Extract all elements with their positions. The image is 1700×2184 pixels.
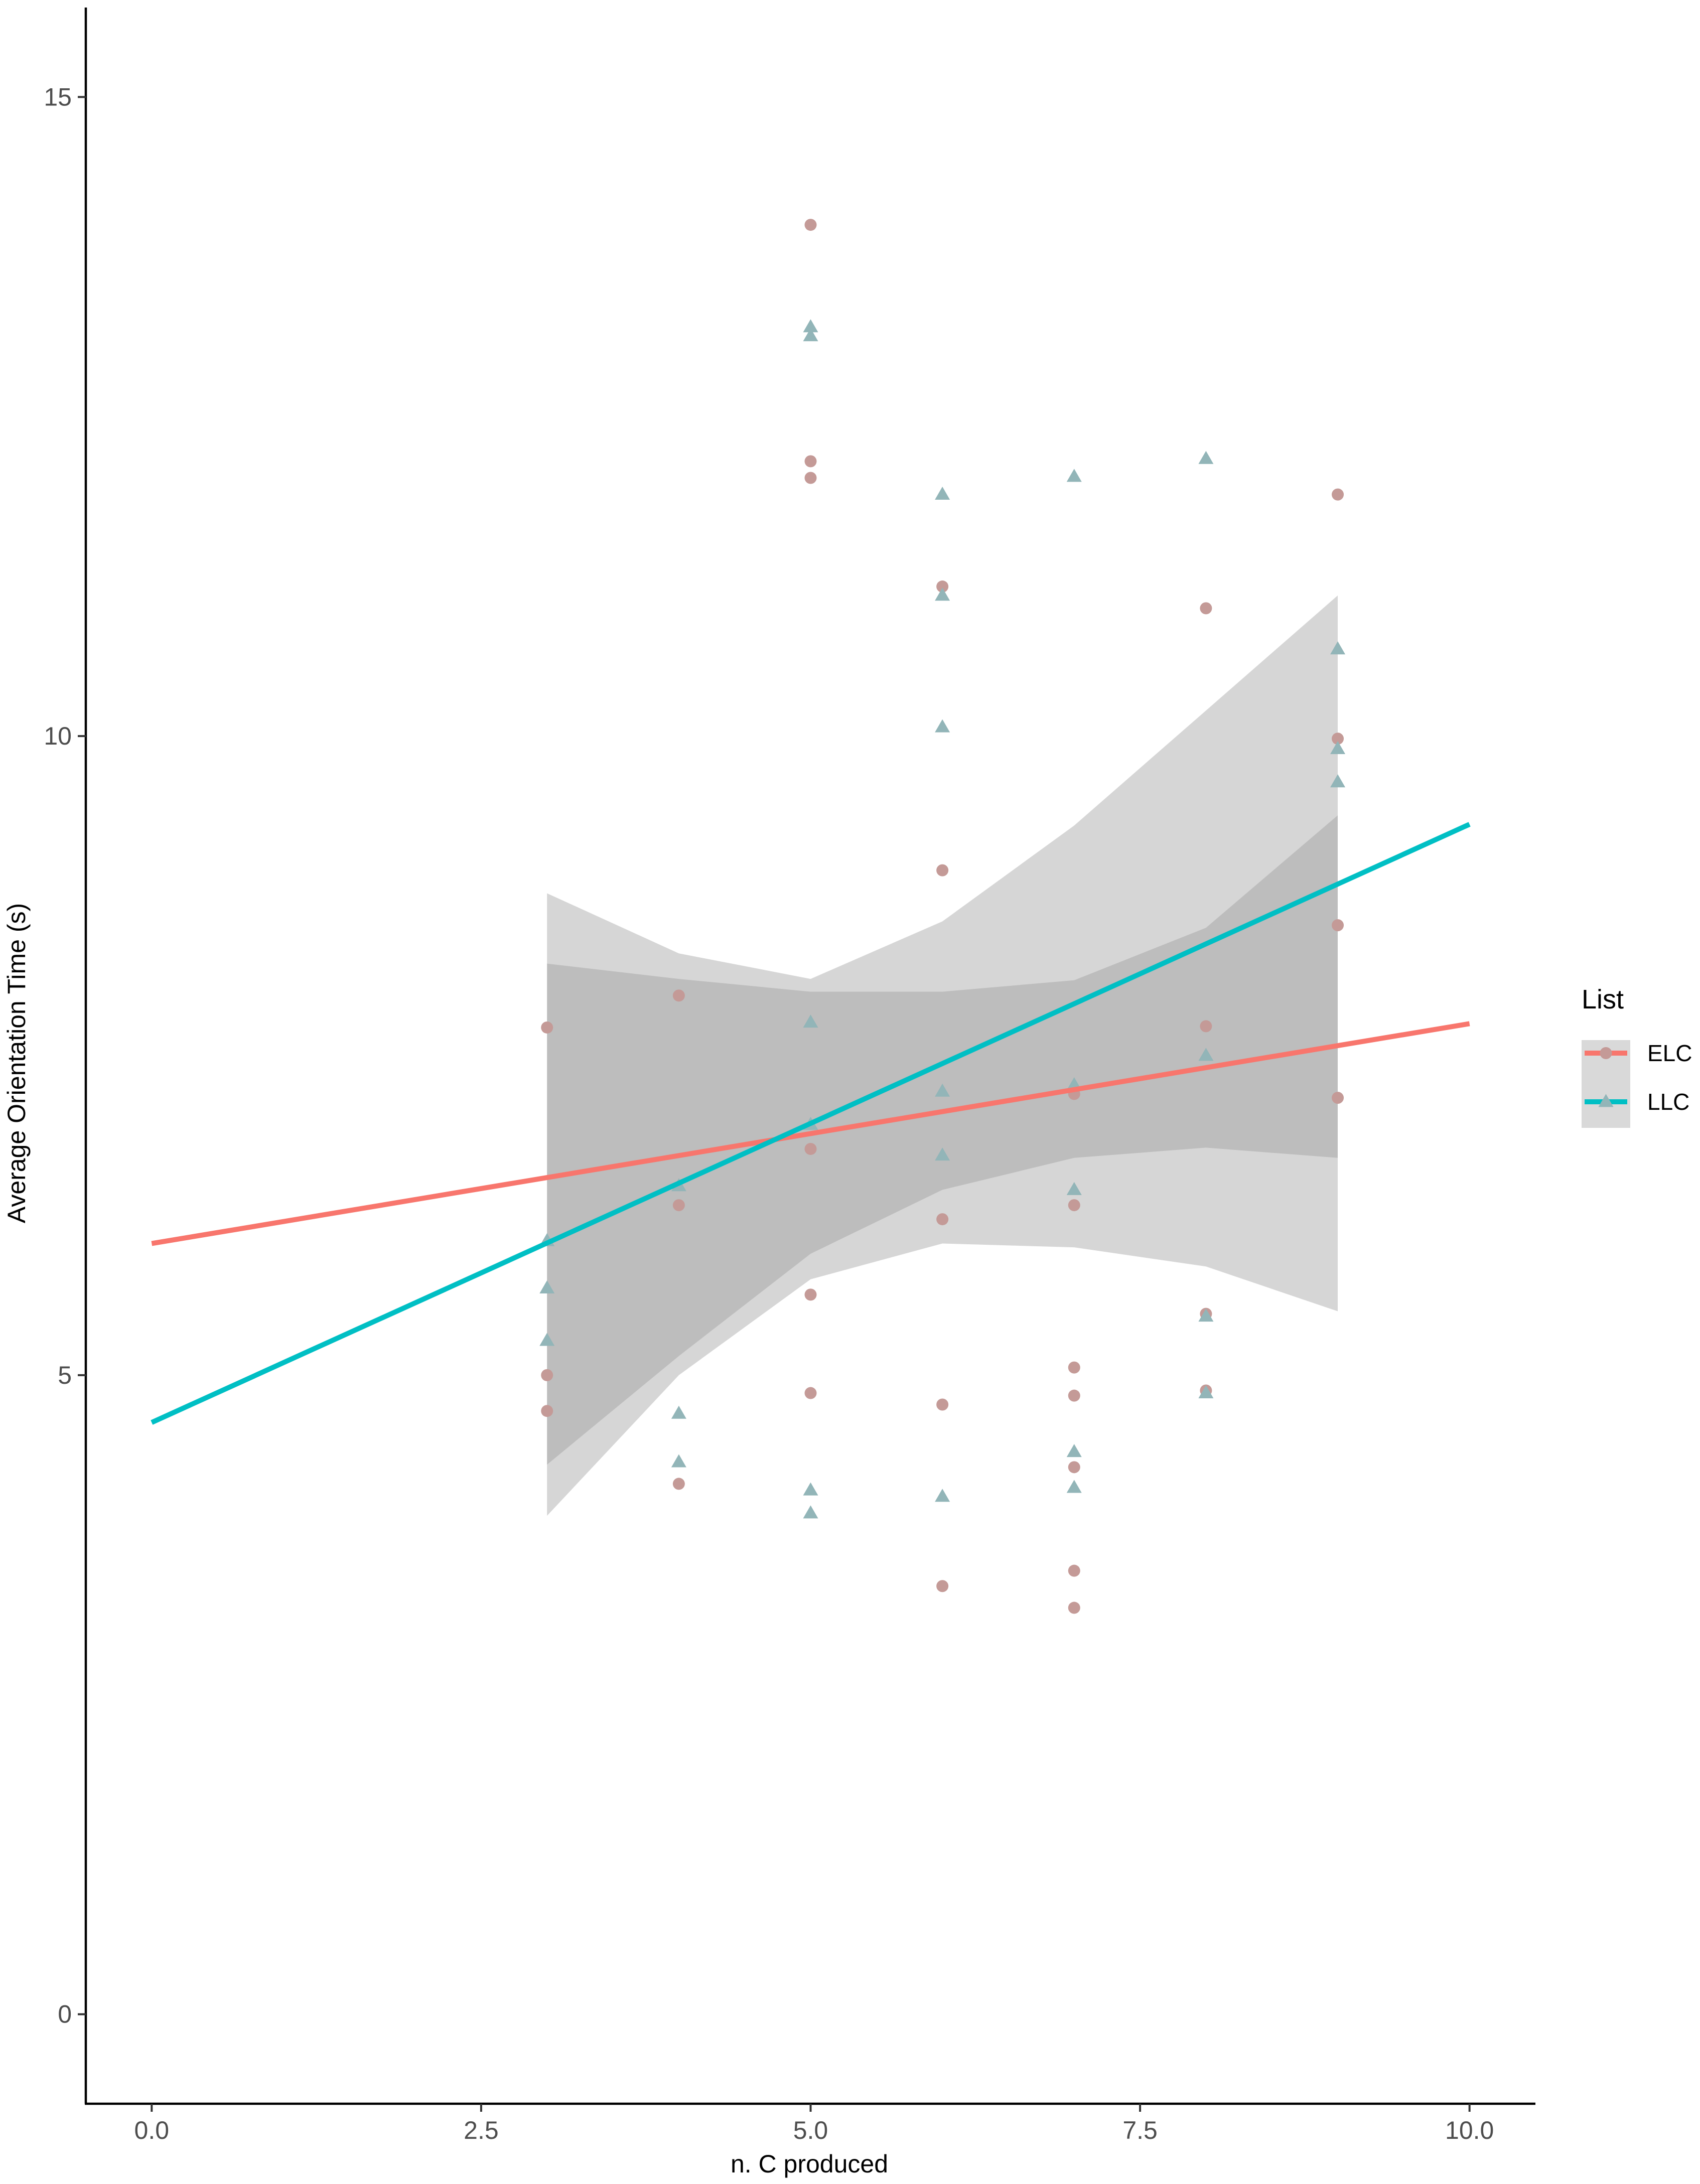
- x-tick-label: 10.0: [1445, 2116, 1494, 2144]
- legend-key-marker-llc: [1598, 1094, 1614, 1107]
- legend-keys: [1585, 1047, 1627, 1107]
- point-llc: [1198, 451, 1214, 464]
- point-elc: [1200, 1020, 1212, 1033]
- x-axis-title: n. C produced: [731, 2150, 888, 2178]
- point-elc: [672, 989, 685, 1002]
- point-elc: [541, 1405, 553, 1417]
- y-axis-title: Average Orientation Time (s): [3, 903, 31, 1223]
- data-points: [539, 219, 1346, 1614]
- point-llc: [803, 1505, 818, 1519]
- point-llc: [935, 1147, 950, 1161]
- point-elc: [804, 472, 817, 484]
- point-elc: [936, 1213, 949, 1226]
- legend-key-marker-elc: [1600, 1047, 1612, 1059]
- point-llc: [803, 328, 818, 342]
- point-elc: [936, 1398, 949, 1411]
- point-llc: [1198, 1048, 1214, 1061]
- point-elc: [804, 455, 817, 468]
- point-elc: [1332, 733, 1344, 745]
- point-llc: [1066, 1480, 1082, 1493]
- plot-area: [151, 219, 1471, 1614]
- point-elc: [804, 1387, 817, 1399]
- ci-band-elc: [547, 815, 1338, 1465]
- x-tick-label: 0.0: [134, 2116, 170, 2144]
- point-elc: [1068, 1361, 1080, 1374]
- point-elc: [804, 1288, 817, 1301]
- point-elc: [1068, 1461, 1080, 1474]
- legend: List ELC LLC: [1582, 984, 1692, 1128]
- point-llc: [935, 588, 950, 601]
- point-elc: [1068, 1389, 1080, 1402]
- point-elc: [672, 1199, 685, 1212]
- y-tick-label: 10: [44, 722, 72, 750]
- point-llc: [539, 1280, 555, 1294]
- y-tick-label: 15: [44, 83, 72, 111]
- point-elc: [936, 580, 949, 593]
- fit-lines: [151, 822, 1471, 1425]
- point-elc: [1332, 488, 1344, 501]
- legend-label-llc: LLC: [1647, 1089, 1689, 1115]
- point-llc: [803, 319, 818, 333]
- point-elc: [1332, 919, 1344, 932]
- point-elc: [936, 864, 949, 877]
- point-elc: [541, 1021, 553, 1034]
- point-llc: [1066, 469, 1082, 482]
- point-elc: [804, 1142, 817, 1155]
- point-elc: [1068, 1601, 1080, 1614]
- point-llc: [671, 1405, 686, 1419]
- point-elc: [1068, 1564, 1080, 1577]
- point-llc: [1066, 1444, 1082, 1458]
- point-llc: [803, 1014, 818, 1028]
- y-tick-label: 5: [58, 1361, 72, 1389]
- legend-title: List: [1582, 984, 1624, 1014]
- confidence-bands: [547, 595, 1338, 1516]
- x-axis-ticks: 0.0 2.5 5.0 7.5 10.0: [134, 2104, 1494, 2144]
- point-elc: [1200, 602, 1212, 615]
- point-llc: [671, 1454, 686, 1468]
- point-elc: [936, 1580, 949, 1592]
- point-llc: [1330, 741, 1346, 754]
- fit-line-elc: [151, 1021, 1470, 1246]
- ci-band-llc: [547, 595, 1338, 1516]
- point-llc: [935, 719, 950, 733]
- legend-label-elc: ELC: [1647, 1040, 1692, 1066]
- point-llc: [935, 1083, 950, 1097]
- x-tick-label: 2.5: [464, 2116, 499, 2144]
- point-elc: [1068, 1199, 1080, 1212]
- y-axis-ticks: 0 5 10 15: [44, 83, 86, 2028]
- point-elc: [1332, 1092, 1344, 1104]
- point-llc: [1066, 1182, 1082, 1195]
- point-elc: [804, 219, 817, 231]
- point-llc: [1330, 641, 1346, 655]
- point-llc: [935, 487, 950, 500]
- point-llc: [935, 1489, 950, 1502]
- point-llc: [1198, 1308, 1214, 1322]
- point-elc: [672, 1478, 685, 1490]
- fit-line-llc: [151, 822, 1471, 1425]
- x-tick-label: 5.0: [793, 2116, 828, 2144]
- point-llc: [1198, 1385, 1214, 1398]
- point-elc: [541, 1369, 553, 1381]
- point-llc: [539, 1333, 555, 1346]
- x-tick-label: 7.5: [1122, 2116, 1158, 2144]
- point-llc: [803, 1482, 818, 1496]
- point-llc: [1330, 774, 1346, 788]
- y-tick-label: 0: [58, 2000, 72, 2028]
